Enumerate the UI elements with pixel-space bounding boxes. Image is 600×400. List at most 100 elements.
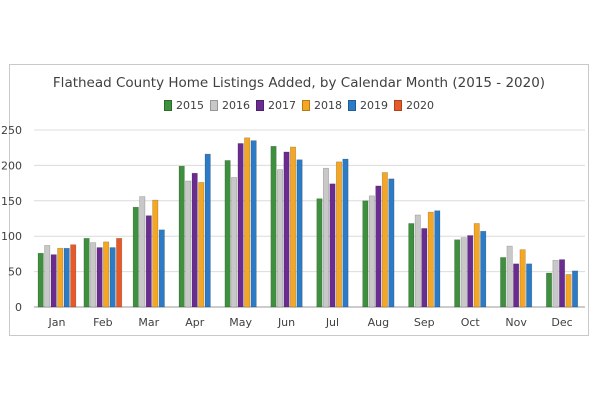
y-tick-label: 200 [1, 159, 22, 172]
x-tick-label: Jan [47, 316, 65, 329]
legend-swatch [302, 100, 310, 111]
bar-jan-2018 [57, 247, 64, 308]
bar-apr-2019 [204, 153, 211, 308]
legend-item-2020: 2020 [394, 99, 434, 112]
bar-oct-2018 [473, 223, 480, 308]
legend-label: 2018 [314, 99, 342, 112]
bar-sep-2016 [414, 214, 421, 308]
bar-sep-2017 [421, 228, 428, 308]
bar-dec-2019 [572, 270, 579, 308]
bar-jul-2015 [316, 198, 323, 308]
bar-jan-2019 [63, 247, 70, 308]
bar-jun-2017 [283, 151, 290, 308]
bar-feb-2017 [96, 247, 103, 308]
x-tick-label: Aug [368, 316, 389, 329]
bar-aug-2019 [388, 178, 395, 308]
bar-apr-2017 [191, 172, 198, 308]
bar-jan-2015 [37, 252, 44, 308]
bar-dec-2018 [565, 274, 572, 308]
y-tick-label: 50 [8, 266, 22, 279]
bar-jan-2016 [44, 245, 51, 308]
legend-swatch [348, 100, 356, 111]
x-tick-label: Jun [277, 316, 295, 329]
x-tick-label: Oct [461, 316, 481, 329]
bar-jun-2019 [296, 159, 303, 308]
bar-aug-2016 [368, 195, 375, 308]
x-tick-label: Sep [414, 316, 435, 329]
bar-nov-2019 [526, 263, 533, 308]
chart-legend: 2015 2016 2017 2018 2019 2020 [10, 99, 588, 112]
x-tick-label: May [229, 316, 252, 329]
bar-jul-2019 [342, 158, 349, 308]
bar-apr-2015 [178, 165, 185, 308]
x-tick-label: Nov [505, 316, 527, 329]
bar-jul-2018 [335, 161, 342, 308]
bar-feb-2015 [83, 238, 90, 308]
bar-aug-2017 [375, 185, 382, 308]
x-tick-label: Apr [185, 316, 205, 329]
y-tick-label: 100 [1, 230, 22, 243]
bar-feb-2016 [90, 242, 97, 308]
legend-item-2016: 2016 [210, 99, 250, 112]
bar-oct-2015 [454, 239, 461, 308]
legend-swatch [164, 100, 172, 111]
bar-jul-2017 [329, 183, 336, 308]
bar-may-2017 [237, 143, 244, 308]
bar-jun-2015 [270, 145, 277, 308]
legend-label: 2020 [406, 99, 434, 112]
bar-oct-2017 [467, 235, 474, 308]
bar-sep-2018 [427, 211, 434, 308]
chart-title: Flathead County Home Listings Added, by … [52, 75, 546, 91]
y-tick-label: 250 [1, 124, 22, 137]
bar-sep-2015 [408, 223, 415, 308]
bar-dec-2017 [559, 259, 566, 308]
bar-mar-2015 [132, 206, 139, 308]
y-tick-label: 0 [15, 301, 22, 314]
bar-oct-2019 [480, 230, 487, 308]
bar-feb-2020 [116, 238, 123, 308]
bar-aug-2018 [381, 172, 388, 308]
bar-jun-2016 [277, 169, 284, 308]
y-tick-label: 150 [1, 195, 22, 208]
legend-label: 2015 [176, 99, 204, 112]
legend-item-2017: 2017 [256, 99, 296, 112]
bar-feb-2018 [103, 241, 110, 308]
bar-jun-2018 [290, 146, 297, 308]
bar-nov-2018 [519, 249, 526, 308]
x-tick-label: Feb [93, 316, 112, 329]
bar-may-2019 [250, 140, 257, 308]
legend-item-2018: 2018 [302, 99, 342, 112]
bar-aug-2015 [362, 200, 369, 308]
bar-nov-2015 [500, 257, 507, 308]
bar-may-2016 [231, 177, 238, 308]
bar-feb-2019 [109, 247, 116, 308]
bar-mar-2016 [139, 196, 146, 308]
legend-swatch [256, 100, 264, 111]
bar-sep-2019 [434, 210, 441, 308]
bar-jul-2016 [322, 167, 329, 308]
bar-apr-2016 [185, 180, 192, 308]
x-tick-label: Jul [325, 316, 339, 329]
legend-label: 2016 [222, 99, 250, 112]
bar-jan-2017 [50, 254, 57, 308]
bar-apr-2018 [198, 182, 205, 308]
bar-jan-2020 [70, 244, 77, 308]
bar-dec-2015 [546, 272, 553, 308]
bar-mar-2018 [152, 199, 159, 308]
legend-label: 2017 [268, 99, 296, 112]
bar-oct-2016 [460, 237, 467, 308]
bar-mar-2019 [158, 229, 165, 308]
legend-label: 2019 [360, 99, 388, 112]
x-tick-label: Dec [551, 316, 572, 329]
bar-may-2015 [224, 160, 231, 308]
bar-nov-2017 [513, 263, 520, 308]
bar-dec-2016 [552, 259, 559, 308]
legend-item-2019: 2019 [348, 99, 388, 112]
bar-may-2018 [244, 137, 251, 308]
bar-nov-2016 [506, 245, 513, 308]
x-tick-label: Mar [138, 316, 159, 329]
bar-mar-2017 [145, 215, 152, 308]
legend-item-2015: 2015 [164, 99, 204, 112]
legend-swatch [394, 100, 402, 111]
